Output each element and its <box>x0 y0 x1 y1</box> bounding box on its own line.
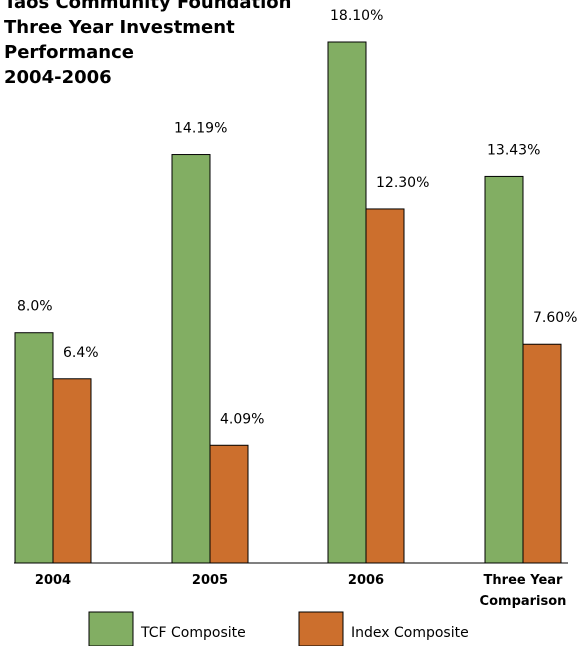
category-label: Three Year <box>484 573 564 588</box>
legend-label: TCF Composite <box>140 625 246 641</box>
data-label: 18.10% <box>330 8 383 24</box>
title-line-1: Taos Community Foundation <box>4 0 292 13</box>
legend-swatch <box>298 611 344 646</box>
bar-tcf-composite-2 <box>327 41 367 564</box>
legend-label: Index Composite <box>351 625 469 641</box>
category-label: 2005 <box>192 573 228 588</box>
chart-title: Taos Community Foundation Three Year Inv… <box>4 0 304 90</box>
data-label: 7.60% <box>533 310 577 326</box>
data-label: 6.4% <box>63 345 99 361</box>
category-label: Comparison <box>480 594 567 609</box>
title-line-2: Three Year Investment <box>4 17 235 38</box>
title-line-4: 2004-2006 <box>4 67 112 88</box>
title-line-3: Performance <box>4 42 134 63</box>
bar-index-composite-3 <box>522 343 562 564</box>
legend-swatch <box>88 611 134 646</box>
bar-tcf-composite-1 <box>171 154 211 564</box>
data-label: 12.30% <box>376 175 429 191</box>
category-label: 2006 <box>348 573 384 588</box>
category-label: 2004 <box>35 573 71 588</box>
data-label: 8.0% <box>17 299 53 315</box>
bar-index-composite-2 <box>365 208 405 564</box>
data-label: 4.09% <box>220 411 264 427</box>
bar-tcf-composite-3 <box>484 175 524 564</box>
bar-tcf-composite-0 <box>14 332 54 564</box>
data-label: 13.43% <box>487 142 540 158</box>
bar-index-composite-1 <box>209 444 249 564</box>
data-label: 14.19% <box>174 121 227 137</box>
bar-index-composite-0 <box>52 378 92 564</box>
